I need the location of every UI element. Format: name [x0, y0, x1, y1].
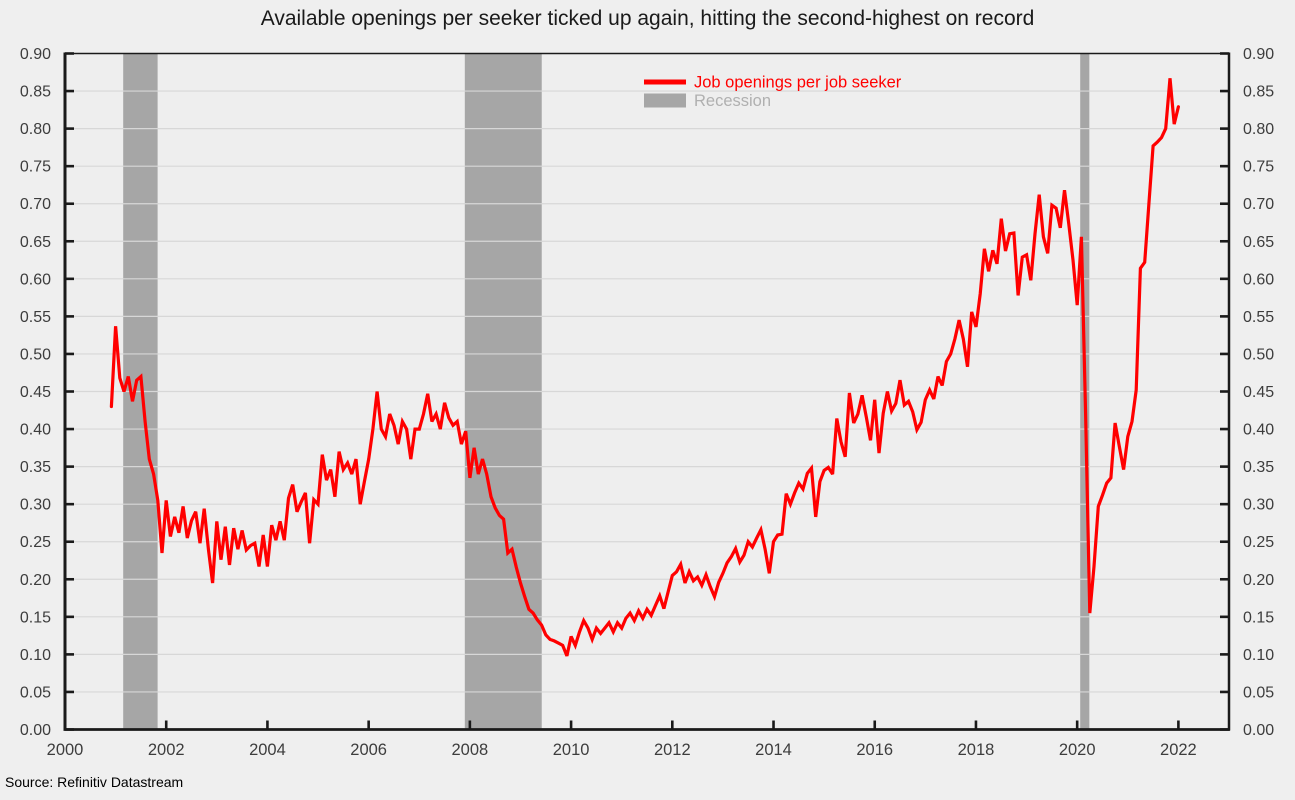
x-axis-label: 2012 [654, 741, 691, 759]
y-axis-label-left: 0.30 [20, 497, 51, 514]
y-axis-label-right: 0.05 [1243, 684, 1274, 701]
y-axis-label-right: 0.15 [1243, 609, 1274, 626]
y-axis-label-left: 0.10 [20, 647, 51, 664]
x-axis-label: 2022 [1160, 741, 1197, 759]
y-axis-label-right: 0.35 [1243, 459, 1274, 476]
source-note: Source: Refinitiv Datastream [5, 774, 184, 790]
chart-title: Available openings per seeker ticked up … [260, 7, 1035, 30]
y-axis-label-right: 0.75 [1243, 159, 1274, 176]
y-axis-label-left: 0.25 [20, 534, 51, 551]
y-axis-label-right: 0.30 [1243, 497, 1274, 514]
y-axis-label-right: 0.50 [1243, 346, 1274, 363]
x-axis-label: 2006 [350, 741, 387, 759]
y-axis-label-left: 0.60 [20, 271, 51, 288]
y-axis-label-right: 0.65 [1243, 234, 1274, 251]
x-axis-label: 2004 [249, 741, 286, 759]
legend-label: Recession [694, 92, 771, 110]
y-axis-label-right: 0.00 [1243, 722, 1274, 739]
y-axis-label-right: 0.40 [1243, 422, 1274, 439]
y-axis-label-left: 0.05 [20, 684, 51, 701]
x-axis-label: 2016 [856, 741, 893, 759]
y-axis-label-right: 0.70 [1243, 196, 1274, 213]
y-axis-label-left: 0.75 [20, 159, 51, 176]
x-axis-label: 2008 [452, 741, 489, 759]
y-axis-label-right: 0.55 [1243, 309, 1274, 326]
y-axis-label-right: 0.90 [1243, 46, 1274, 63]
y-axis-label-left: 0.35 [20, 459, 51, 476]
x-axis-label: 2010 [553, 741, 590, 759]
y-axis-label-left: 0.55 [20, 309, 51, 326]
y-axis-label-right: 0.60 [1243, 271, 1274, 288]
y-axis-label-left: 0.00 [20, 722, 51, 739]
x-axis-label: 2000 [47, 741, 84, 759]
y-axis-label-right: 0.20 [1243, 572, 1274, 589]
x-axis-label: 2014 [755, 741, 792, 759]
y-axis-label-left: 0.90 [20, 46, 51, 63]
x-axis-label: 2020 [1059, 741, 1096, 759]
legend-label: Job openings per job seeker [694, 74, 902, 92]
y-axis-label-left: 0.70 [20, 196, 51, 213]
y-axis-label-left: 0.65 [20, 234, 51, 251]
y-axis-label-right: 0.45 [1243, 384, 1274, 401]
legend-recession-swatch [644, 93, 686, 108]
y-axis-label-right: 0.10 [1243, 647, 1274, 664]
y-axis-label-left: 0.40 [20, 422, 51, 439]
y-axis-label-right: 0.25 [1243, 534, 1274, 551]
x-axis-label: 2018 [958, 741, 995, 759]
y-axis-label-left: 0.85 [20, 84, 51, 101]
x-axis-label: 2002 [148, 741, 185, 759]
y-axis-label-left: 0.15 [20, 609, 51, 626]
y-axis-label-left: 0.45 [20, 384, 51, 401]
y-axis-label-left: 0.80 [20, 121, 51, 138]
data-line [109, 78, 1180, 657]
y-axis-label-left: 0.20 [20, 572, 51, 589]
y-axis-label-right: 0.85 [1243, 84, 1274, 101]
y-axis-label-right: 0.80 [1243, 121, 1274, 138]
y-axis-label-left: 0.50 [20, 346, 51, 363]
